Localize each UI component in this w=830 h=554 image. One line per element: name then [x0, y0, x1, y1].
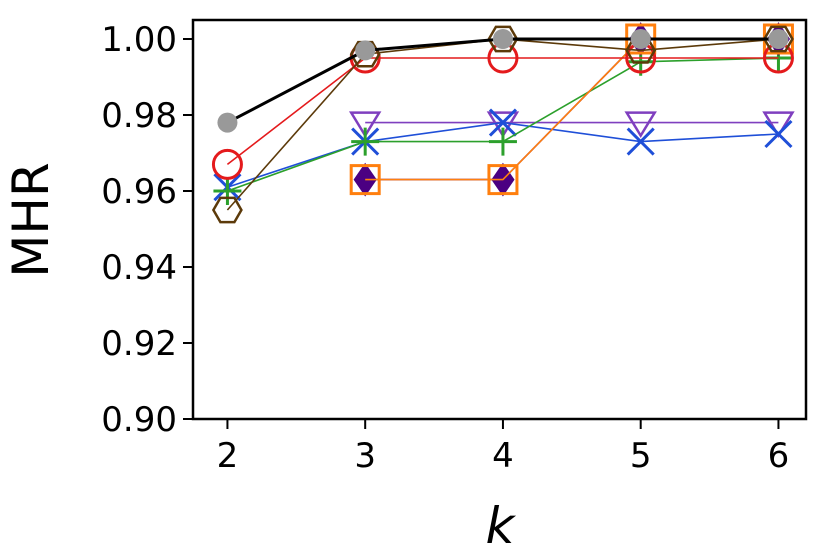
series-line — [226, 57, 779, 166]
hexagon-marker — [211, 196, 243, 224]
series-1 — [213, 108, 793, 202]
hexagon-marker — [349, 40, 381, 68]
diamond-marker — [353, 162, 377, 197]
x-marker — [626, 127, 655, 156]
y-axis-label: MHR — [2, 162, 60, 277]
x-tick-label: 2 — [217, 436, 239, 476]
x-marker — [764, 119, 793, 149]
axes: 2 3 4 5 6 0.90 0.92 0.94 0.96 0.98 1.00 — [101, 20, 789, 476]
y-tick-label: 0.96 — [101, 172, 177, 212]
plot-area — [211, 22, 795, 224]
plus-marker — [213, 177, 242, 205]
x-tick-label: 6 — [768, 436, 790, 476]
square-marker — [487, 164, 519, 196]
filled-circle-marker — [492, 29, 513, 49]
y-tick-label: 0.90 — [101, 400, 177, 440]
series-7 — [217, 29, 789, 133]
plus-marker — [488, 127, 517, 156]
filled-circle-marker — [768, 29, 789, 49]
series-5 — [211, 42, 794, 180]
x-tick-label: 5 — [630, 436, 652, 476]
plot-frame — [191, 18, 808, 421]
x-tick-label: 4 — [492, 436, 514, 476]
x-tick-label: 3 — [354, 436, 376, 476]
filled-circle-marker — [630, 29, 651, 49]
x-axis-label: k — [486, 497, 517, 554]
y-tick-label: 0.94 — [101, 248, 177, 288]
x-marker — [488, 108, 518, 137]
filled-circle-marker — [355, 40, 376, 61]
y-tick-label: 0.98 — [101, 96, 177, 136]
y-tick-label: 0.92 — [101, 324, 177, 364]
plus-marker — [351, 127, 380, 156]
square-marker — [349, 164, 381, 196]
triangle-down-marker — [348, 111, 382, 139]
filled-circle-marker — [217, 112, 238, 133]
circle-marker — [211, 148, 243, 180]
y-tick-label: 1.00 — [101, 20, 177, 60]
series-4 — [349, 23, 794, 196]
triangle-down-marker — [624, 111, 657, 139]
triangle-down-marker — [762, 111, 795, 139]
